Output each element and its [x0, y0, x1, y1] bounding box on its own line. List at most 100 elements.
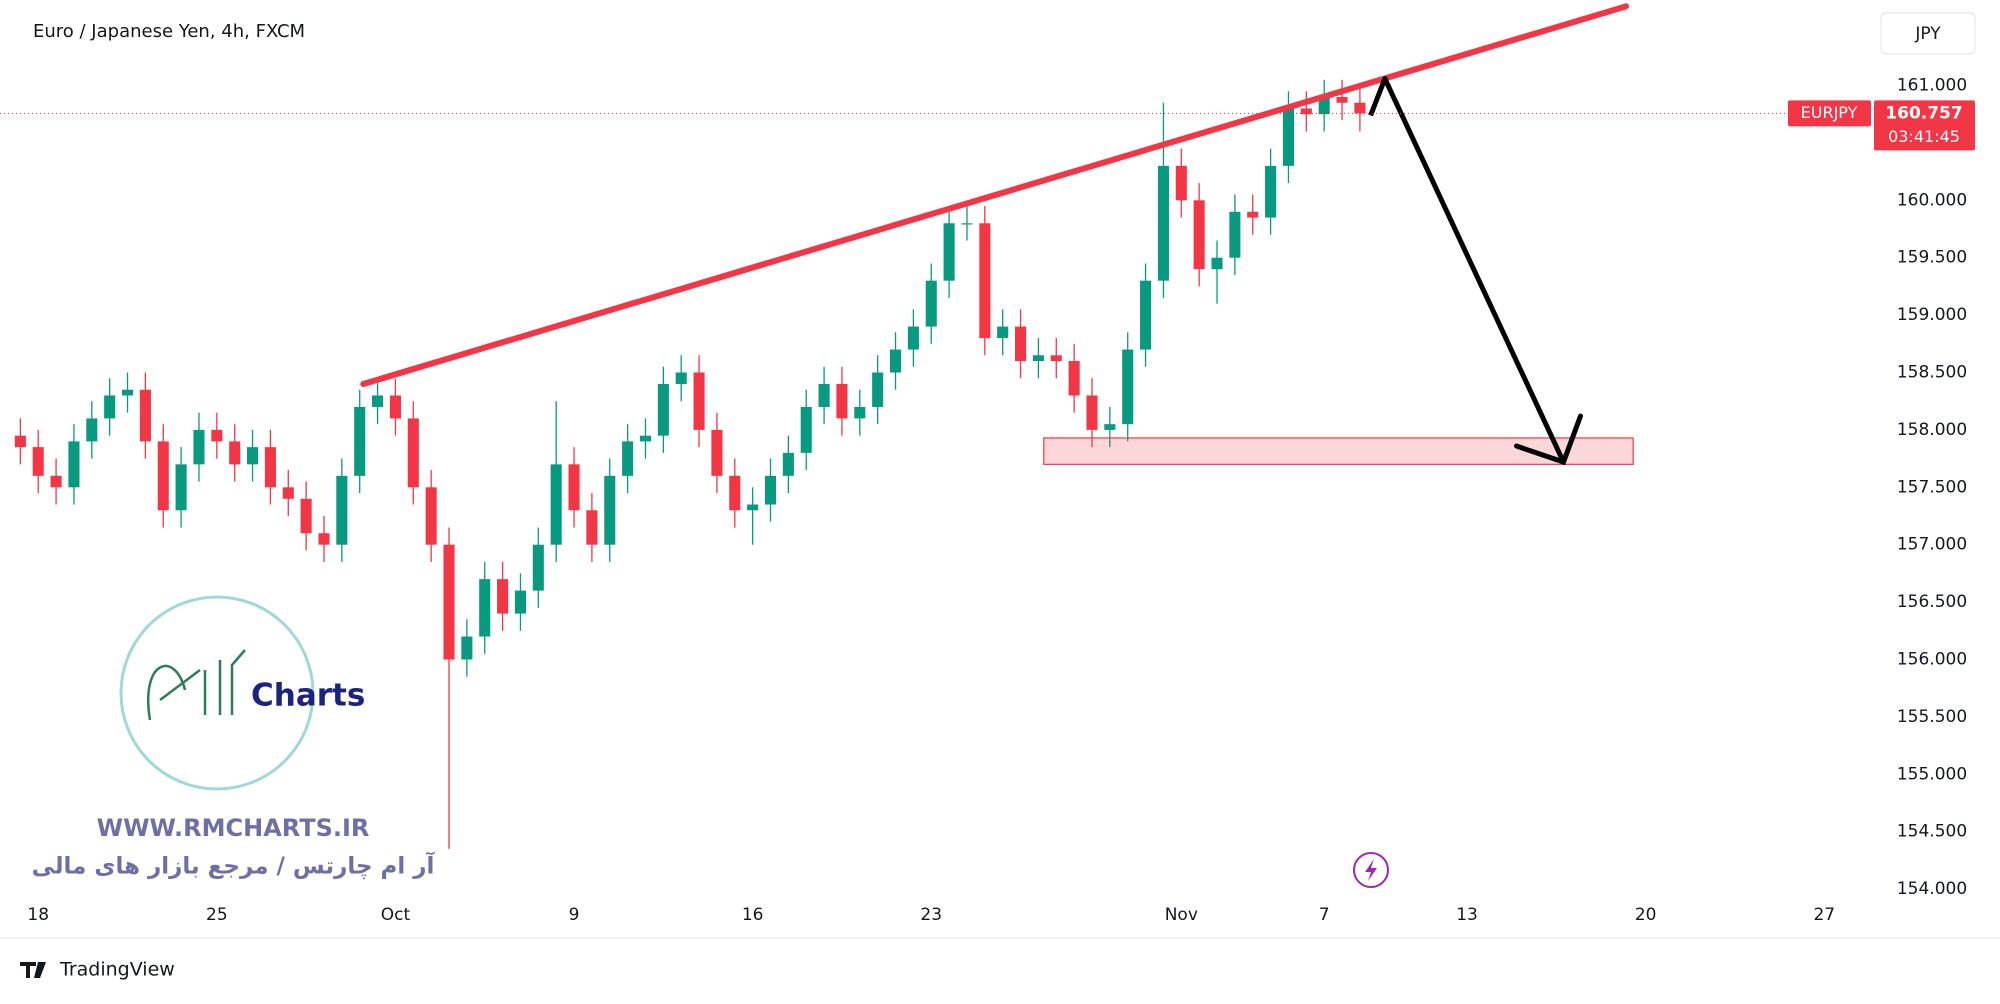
- candle-body: [1265, 165, 1277, 218]
- y-tick-label: 154.500: [1897, 822, 1967, 842]
- candle-body: [889, 349, 902, 373]
- candle-body: [747, 504, 759, 511]
- candle-body: [139, 389, 151, 442]
- candle-body: [157, 441, 169, 511]
- candle-body: [1032, 355, 1044, 362]
- candle-body: [14, 435, 26, 448]
- candle-body: [639, 435, 652, 442]
- candle-body: [479, 579, 491, 637]
- y-tick-label: 156.500: [1897, 592, 1967, 612]
- candle-body: [389, 395, 401, 419]
- candle-body: [1247, 211, 1259, 218]
- x-tick-label: Nov: [1165, 905, 1198, 925]
- candle-body: [425, 487, 437, 545]
- candle-body: [354, 406, 366, 476]
- logo-text: Charts: [251, 678, 365, 714]
- candle-body: [818, 383, 830, 407]
- y-tick-label: 155.000: [1897, 764, 1967, 784]
- symbol-label: EURJPY: [1801, 103, 1858, 122]
- x-tick-label: 7: [1319, 905, 1330, 925]
- y-tick-label: 157.500: [1897, 477, 1967, 497]
- candle-body: [443, 544, 455, 660]
- candle-body: [568, 464, 580, 511]
- candle-body: [604, 475, 616, 545]
- candle-body: [979, 223, 991, 339]
- y-tick-label: 157.000: [1897, 535, 1967, 555]
- candle-body: [32, 447, 44, 476]
- candle-body: [1140, 280, 1152, 350]
- candle-body: [1050, 355, 1062, 362]
- x-tick-label: 16: [742, 905, 764, 925]
- candle-body: [800, 406, 812, 453]
- x-tick-label: 25: [206, 905, 228, 925]
- candle-body: [1175, 165, 1187, 201]
- candle-body: [175, 464, 187, 511]
- candle-body: [729, 475, 741, 511]
- x-tick-label: 13: [1456, 905, 1478, 925]
- candle-body: [622, 441, 634, 476]
- candle-body: [872, 372, 884, 407]
- candle-body: [264, 447, 276, 488]
- y-tick-label: 161.000: [1897, 76, 1967, 96]
- candle-body: [675, 372, 687, 384]
- candle-body: [1157, 165, 1169, 281]
- candle-body: [1300, 108, 1312, 115]
- plot-layer: [0, 3, 1870, 849]
- y-tick-label: 158.000: [1897, 420, 1967, 440]
- y-tick-label: 154.000: [1897, 879, 1967, 899]
- candle-body: [104, 395, 116, 419]
- support-zone: [1043, 437, 1634, 465]
- candle-body: [1354, 102, 1366, 114]
- candle-body: [1229, 211, 1241, 258]
- candle-body: [86, 418, 98, 442]
- x-tick-label: Oct: [381, 905, 411, 925]
- logo-ring: [119, 595, 315, 791]
- x-tick-label: 23: [920, 905, 942, 925]
- candle-body: [50, 475, 62, 488]
- watermark-url: WWW.RMCHARTS.IR: [97, 814, 370, 842]
- candle-body: [1122, 349, 1134, 425]
- y-tick-label: 156.000: [1897, 650, 1967, 670]
- candle-body: [407, 418, 419, 488]
- symbol-tag: [1788, 100, 1871, 127]
- currency-button[interactable]: [1880, 12, 1976, 55]
- y-tick-label: 160.000: [1897, 190, 1967, 210]
- candle-body: [497, 579, 509, 614]
- y-tick-label: 158.500: [1897, 363, 1967, 383]
- candle-body: [943, 223, 955, 281]
- candle-body: [550, 464, 562, 545]
- candle-body: [532, 544, 544, 591]
- candle-body: [300, 498, 312, 534]
- brand-logo: [20, 962, 46, 978]
- candle-body: [693, 372, 705, 430]
- candle-body: [1086, 395, 1098, 430]
- candle-body: [997, 326, 1009, 339]
- watermark: Charts WWW.RMCHARTS.IR آر ام چارتس / مرج…: [32, 595, 436, 880]
- candle-body: [193, 429, 205, 465]
- candle-body: [372, 395, 384, 407]
- candle-body: [764, 475, 777, 505]
- candle-body: [247, 447, 259, 465]
- candle-body: [1015, 326, 1027, 362]
- logo-mark: [147, 649, 246, 721]
- y-tick-label: 159.000: [1897, 305, 1967, 325]
- last-price-label: 160.757: [1885, 103, 1962, 123]
- forecast-arrow: [1368, 76, 1566, 464]
- candle-body: [1104, 424, 1116, 430]
- x-tick-label: 27: [1813, 905, 1835, 925]
- candle-body: [1193, 200, 1205, 270]
- candle-body: [586, 510, 598, 545]
- candle-body: [514, 590, 526, 614]
- y-tick-label: 155.500: [1897, 707, 1967, 727]
- chart-title: Euro / Japanese Yen, 4h, FXCM: [33, 21, 305, 42]
- candle-body: [907, 326, 919, 350]
- trendline: [360, 3, 1630, 387]
- candle-body: [1211, 257, 1223, 270]
- candle-body: [657, 383, 669, 436]
- currency-label[interactable]: JPY: [1914, 24, 1941, 44]
- countdown-label: 03:41:45: [1888, 127, 1960, 146]
- candle-body: [1282, 108, 1294, 166]
- candle-body: [336, 475, 348, 545]
